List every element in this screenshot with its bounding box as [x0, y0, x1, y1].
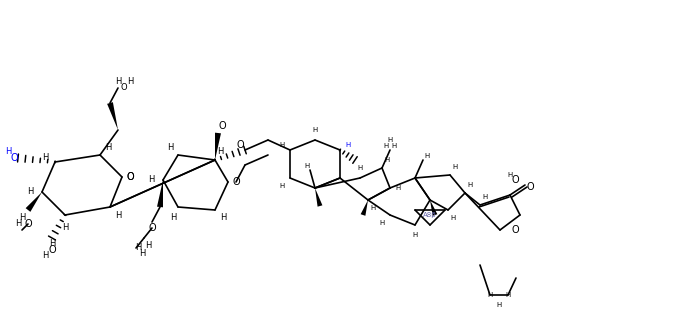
Text: H: H — [392, 143, 396, 149]
Text: H: H — [166, 142, 173, 152]
Text: H: H — [42, 153, 48, 162]
Text: H: H — [148, 175, 154, 184]
Text: H: H — [506, 292, 511, 298]
Polygon shape — [215, 133, 221, 160]
Text: O: O — [126, 172, 134, 182]
Text: O: O — [48, 245, 56, 255]
Text: O: O — [511, 225, 519, 235]
Text: H: H — [425, 153, 429, 159]
Text: H: H — [508, 172, 513, 178]
Text: H: H — [452, 164, 458, 170]
Text: O: O — [121, 84, 127, 92]
Text: H: H — [345, 142, 350, 148]
Text: H: H — [135, 244, 141, 252]
Text: H: H — [220, 213, 226, 222]
Text: H: H — [19, 213, 25, 222]
Text: H: H — [483, 194, 487, 200]
Text: H: H — [388, 137, 393, 143]
Text: O: O — [232, 177, 240, 187]
Polygon shape — [26, 192, 42, 212]
Text: H: H — [217, 148, 223, 157]
Text: O: O — [148, 223, 156, 233]
Text: O: O — [218, 121, 226, 131]
Text: H: H — [312, 127, 317, 133]
Text: H: H — [105, 142, 111, 152]
Text: O: O — [526, 182, 534, 192]
Polygon shape — [361, 200, 368, 216]
Text: O: O — [10, 153, 18, 163]
Polygon shape — [107, 102, 118, 130]
Text: H: H — [5, 148, 11, 157]
Text: H: H — [357, 165, 363, 171]
Text: A8β: A8β — [423, 212, 437, 218]
Text: O: O — [24, 219, 32, 229]
Text: H: H — [139, 249, 145, 257]
Text: H: H — [379, 220, 385, 226]
Text: H: H — [49, 240, 55, 249]
Text: H: H — [396, 185, 400, 191]
Text: H: H — [170, 212, 176, 221]
Text: H: H — [145, 241, 151, 250]
Text: H: H — [371, 205, 375, 211]
Text: O: O — [126, 172, 134, 182]
Text: H: H — [27, 187, 33, 197]
Text: H: H — [42, 252, 48, 260]
Text: H: H — [467, 182, 472, 188]
Text: O: O — [236, 140, 244, 150]
Text: H: H — [280, 142, 284, 148]
Text: O: O — [511, 175, 519, 185]
Text: H: H — [412, 232, 418, 238]
Polygon shape — [430, 200, 437, 216]
Text: H: H — [487, 292, 493, 298]
Polygon shape — [157, 180, 163, 207]
Text: H: H — [450, 215, 456, 221]
Text: H: H — [115, 210, 121, 219]
Text: H: H — [115, 78, 121, 86]
Text: H: H — [384, 157, 390, 163]
Text: H: H — [496, 302, 501, 308]
Text: H: H — [62, 222, 68, 232]
Text: H: H — [280, 183, 284, 189]
Text: H: H — [127, 78, 133, 86]
Text: H: H — [384, 143, 389, 149]
Text: H: H — [15, 219, 21, 228]
Polygon shape — [315, 188, 322, 207]
Text: H: H — [305, 163, 309, 169]
